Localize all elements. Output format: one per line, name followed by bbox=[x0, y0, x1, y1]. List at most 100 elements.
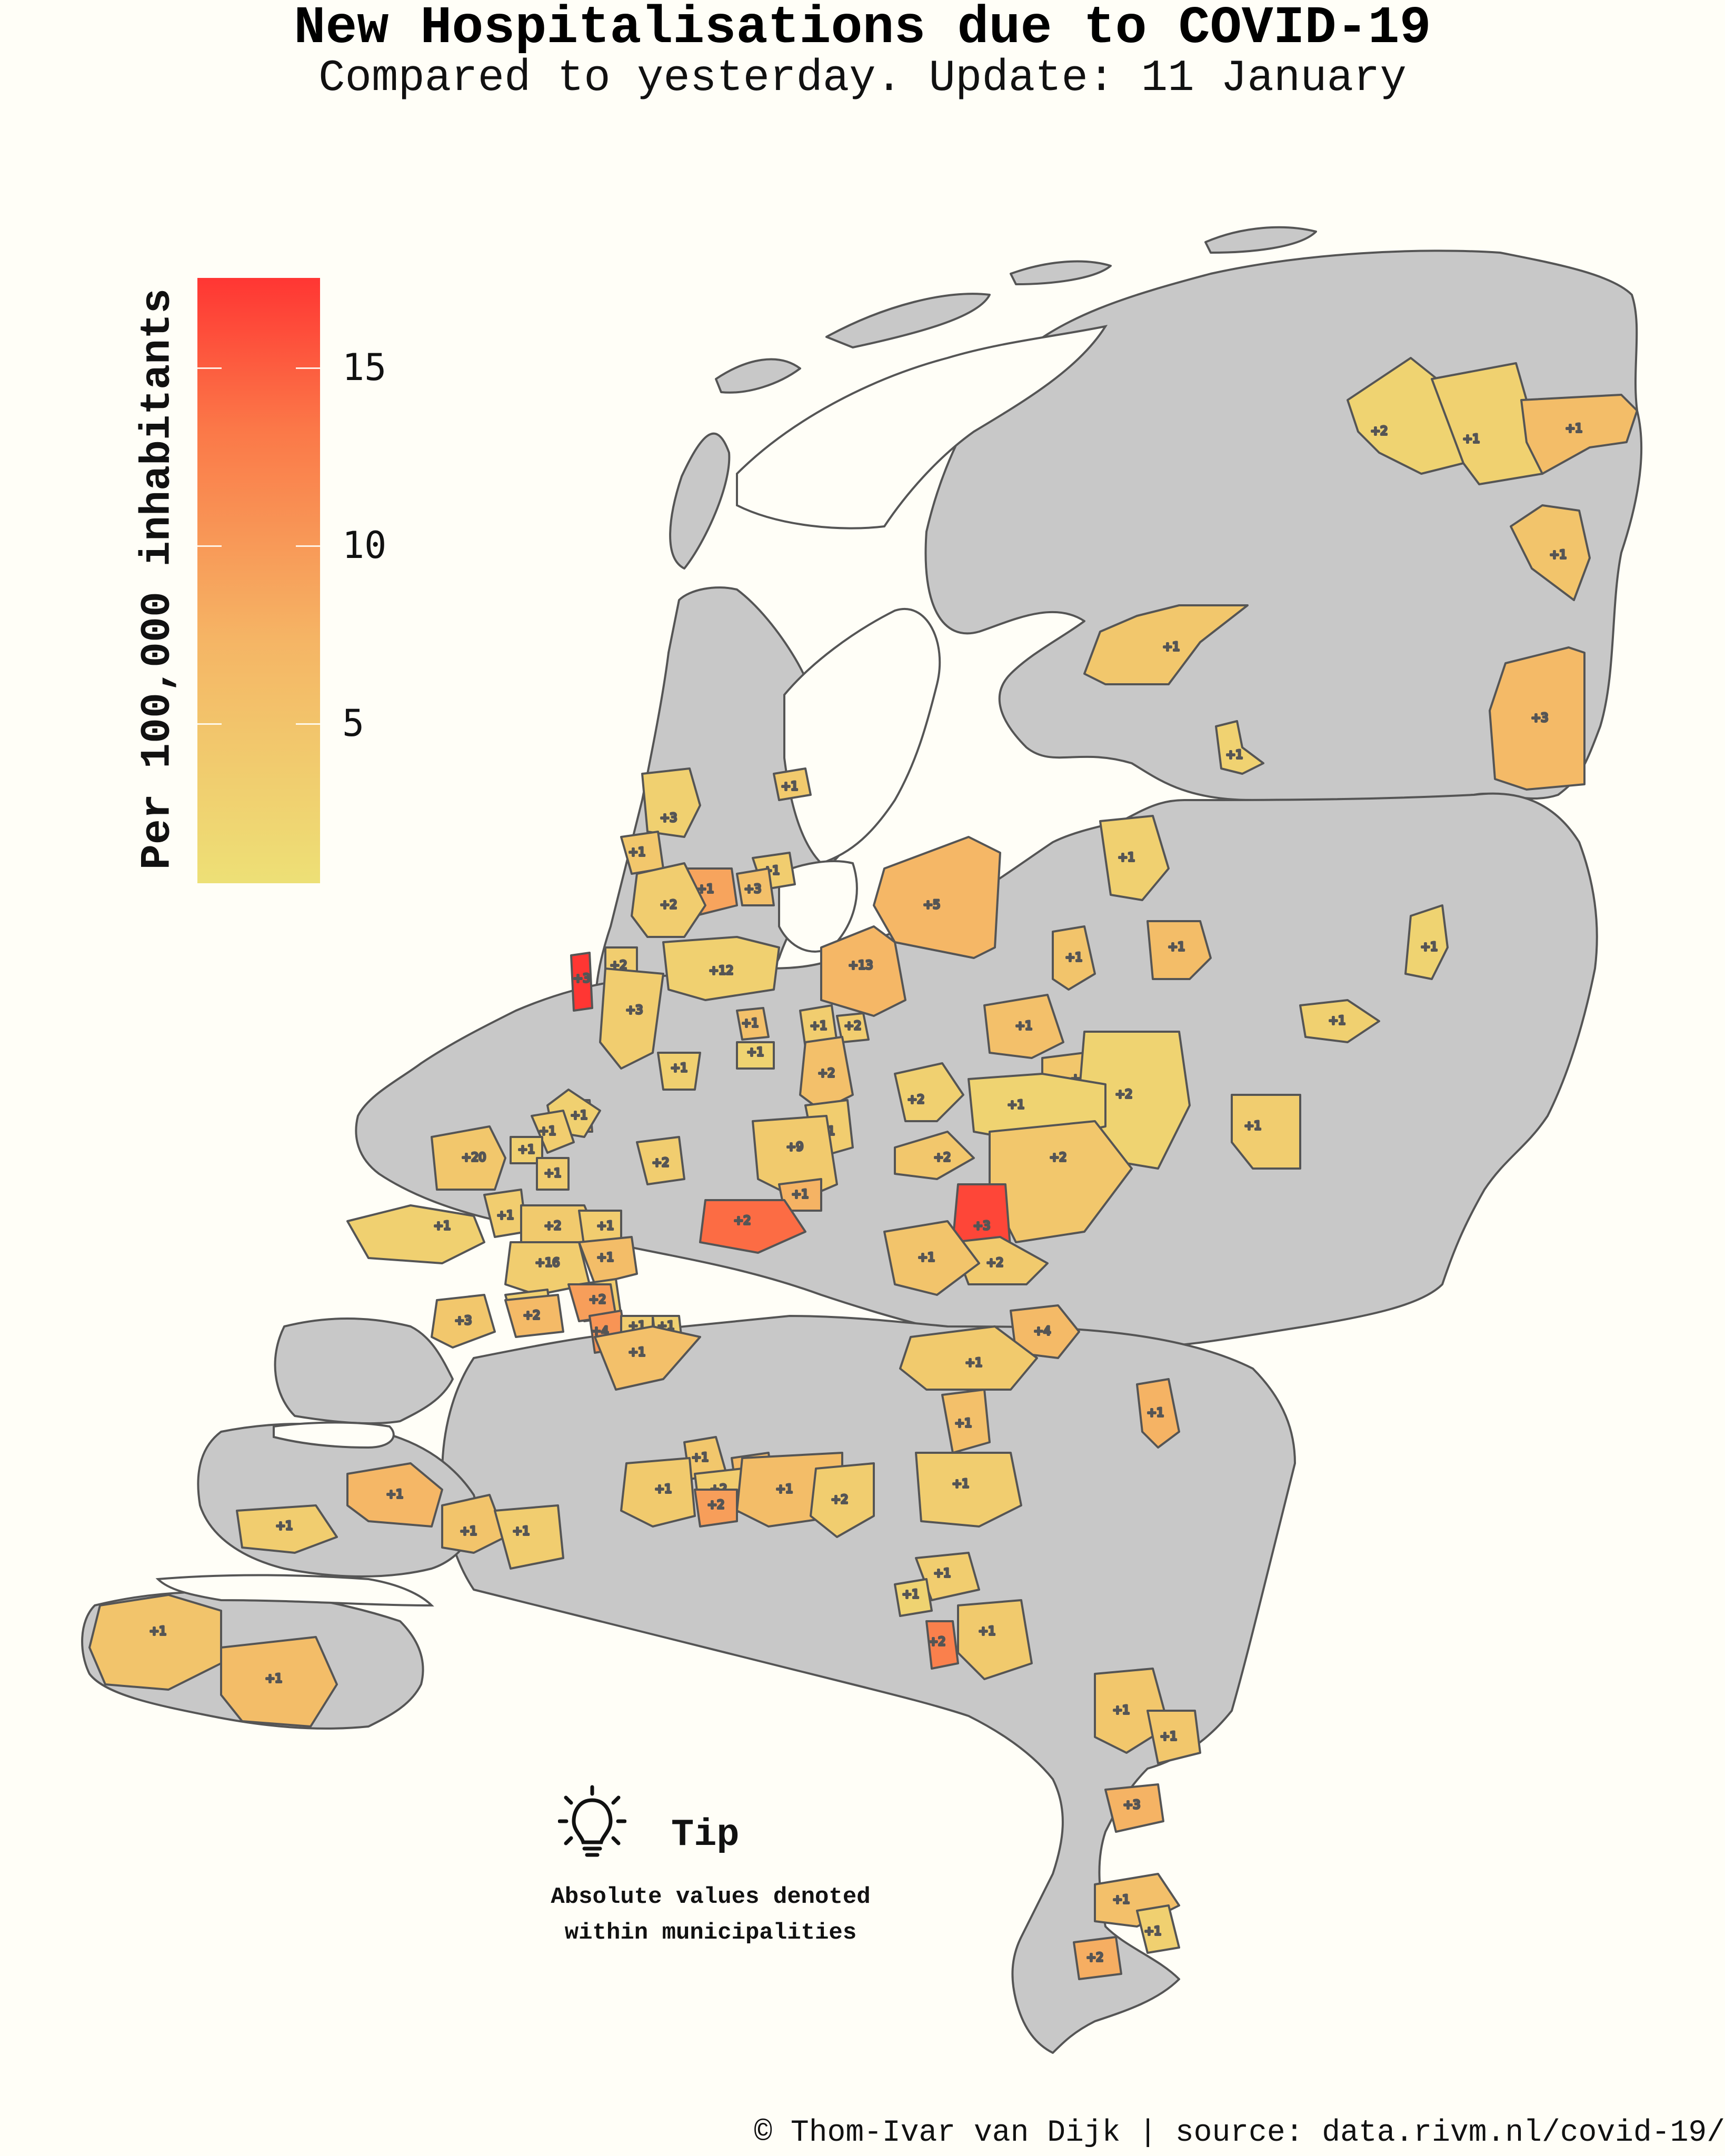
municipality-shape bbox=[941, 1389, 991, 1454]
legend-tick-5-right bbox=[296, 723, 320, 725]
municipality-shape bbox=[220, 1636, 338, 1728]
municipality-label: +2 bbox=[1371, 425, 1388, 438]
municipality-shape bbox=[536, 1157, 570, 1191]
region-zeeland-islands bbox=[274, 1317, 454, 1425]
municipality-label: +2 bbox=[934, 1151, 951, 1164]
municipality: +1 bbox=[1146, 1710, 1201, 1764]
municipality-shape bbox=[810, 1462, 875, 1538]
island-schiermonnikoog bbox=[1204, 226, 1317, 254]
municipality: +1 bbox=[941, 1389, 991, 1454]
municipality-label: +1 bbox=[518, 1143, 535, 1156]
municipality-shape bbox=[594, 1325, 701, 1391]
municipality-label: +1 bbox=[597, 1220, 614, 1233]
municipality-shape bbox=[983, 994, 1064, 1059]
municipality: +1 bbox=[778, 1178, 822, 1212]
municipality-label: +20 bbox=[462, 1151, 486, 1164]
municipality: +1 bbox=[1215, 720, 1264, 775]
westerschelde bbox=[155, 1574, 434, 1607]
municipality-label: +1 bbox=[810, 1020, 827, 1033]
municipality-shape bbox=[88, 1594, 222, 1691]
municipality-label: +2 bbox=[1050, 1151, 1066, 1164]
municipality: +1 bbox=[88, 1594, 222, 1691]
municipality: +2 bbox=[894, 1062, 964, 1122]
municipality: +16 bbox=[504, 1241, 591, 1296]
municipality-shape bbox=[662, 936, 780, 1001]
municipality-label: +12 bbox=[709, 964, 733, 977]
municipality-label: +2 bbox=[652, 1156, 669, 1170]
municipality-label: +1 bbox=[1463, 433, 1480, 446]
municipality-shape bbox=[570, 952, 593, 1012]
municipality-label: +1 bbox=[671, 1062, 687, 1075]
municipality-label: +1 bbox=[1566, 422, 1582, 435]
municipality-label: +1 bbox=[497, 1209, 514, 1222]
municipality: +2 bbox=[925, 1620, 959, 1670]
municipality-label: +1 bbox=[1015, 1020, 1032, 1033]
municipality-label: +1 bbox=[979, 1625, 995, 1638]
municipality-shape bbox=[952, 1236, 1049, 1285]
municipality-shape bbox=[694, 1489, 738, 1528]
municipality: +1 bbox=[736, 1041, 775, 1070]
municipality-shape bbox=[894, 1578, 933, 1617]
municipality: +3 bbox=[570, 952, 593, 1012]
municipality: +1 bbox=[1520, 394, 1638, 475]
municipality: +3 bbox=[599, 967, 664, 1070]
municipality: +2 bbox=[1073, 1936, 1122, 1980]
municipality-shape bbox=[925, 1620, 959, 1670]
island-vlieland bbox=[715, 358, 801, 394]
municipality-label: +3 bbox=[1531, 712, 1548, 725]
municipality-shape bbox=[957, 1599, 1033, 1680]
island-texel bbox=[669, 432, 731, 570]
municipality: +2 bbox=[799, 1036, 854, 1112]
municipality-shape bbox=[431, 1294, 496, 1349]
municipality-shape bbox=[1146, 920, 1212, 980]
municipality-label: +2 bbox=[734, 1214, 751, 1227]
municipality-label: +3 bbox=[1123, 1799, 1140, 1812]
municipality: +1 bbox=[915, 1552, 980, 1601]
municipality: +20 bbox=[431, 1125, 506, 1191]
municipality-label: +1 bbox=[1008, 1099, 1024, 1112]
municipality-label: +5 bbox=[923, 899, 940, 912]
municipality: +1 bbox=[983, 994, 1064, 1059]
municipality: +1 bbox=[1299, 999, 1380, 1043]
municipality-shape bbox=[346, 1462, 443, 1528]
municipality-layer: +2 +1 +1 +1 +1 +3 +1 +1 +3 +1 +1 +1 +3 +1 +2 +5 +1 +1 +13 +… bbox=[88, 357, 1638, 1980]
municipality: +1 bbox=[915, 1452, 1022, 1528]
municipality: +1 bbox=[510, 1136, 543, 1164]
municipality: +3 bbox=[736, 867, 775, 906]
municipality-shape bbox=[1489, 646, 1586, 791]
tip-line-2: within municipalities bbox=[564, 1920, 857, 1946]
municipality-shape bbox=[441, 1494, 506, 1554]
municipality-shape bbox=[1099, 815, 1170, 901]
markermeer bbox=[778, 860, 858, 953]
municipality-label: +1 bbox=[1160, 1730, 1177, 1743]
municipality-shape bbox=[631, 862, 706, 938]
municipality-label: +1 bbox=[460, 1525, 477, 1538]
municipality-shape bbox=[836, 1012, 870, 1043]
municipality-shape bbox=[736, 1007, 770, 1041]
municipality: +3 bbox=[1104, 1783, 1164, 1833]
municipality-label: +2 bbox=[707, 1499, 724, 1512]
municipality-shape bbox=[820, 925, 906, 1017]
municipality-label: +1 bbox=[629, 1346, 645, 1359]
municipality: +1 bbox=[1099, 815, 1170, 901]
municipality: +3 bbox=[1489, 646, 1586, 791]
lightbulb-icon bbox=[558, 1785, 626, 1857]
municipality-shape bbox=[699, 1199, 806, 1254]
legend-tick-10-right bbox=[296, 545, 320, 547]
municipality-shape bbox=[915, 1452, 1022, 1528]
municipality-shape bbox=[599, 967, 664, 1070]
municipality: +1 bbox=[346, 1462, 443, 1528]
municipality-label: +3 bbox=[744, 883, 761, 896]
municipality-shape bbox=[578, 1236, 638, 1285]
municipality: +1 bbox=[536, 1157, 570, 1191]
municipality-label: +1 bbox=[629, 846, 645, 859]
credit-line: © Thom-Ivar van Dijk | source: data.rivm… bbox=[754, 2116, 1725, 2150]
municipality-label: +1 bbox=[747, 1046, 764, 1059]
municipality: +2 bbox=[694, 1489, 738, 1528]
municipality-shape bbox=[504, 1294, 564, 1338]
municipality: +1 bbox=[620, 1457, 696, 1528]
municipality-label: +1 bbox=[655, 1483, 672, 1496]
municipality: +1 bbox=[220, 1636, 338, 1728]
municipality-label: +1 bbox=[1144, 1925, 1161, 1938]
municipality-label: +2 bbox=[1115, 1088, 1132, 1101]
